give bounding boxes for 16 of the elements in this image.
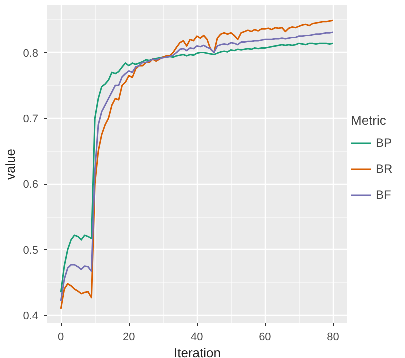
- x-tick-label: 20: [123, 332, 136, 344]
- x-tick-label: 60: [259, 332, 272, 344]
- y-tick-label: 0.4: [23, 310, 39, 323]
- y-tick-label: 0.7: [23, 114, 39, 126]
- legend-label: BF: [376, 188, 392, 202]
- x-axis-title: Iteration: [174, 346, 221, 358]
- y-tick-label: 0.8: [23, 48, 39, 60]
- y-tick-label: 0.6: [23, 179, 39, 192]
- legend-label: BP: [376, 136, 394, 150]
- legend-label: BR: [376, 162, 394, 176]
- y-axis-title: value: [3, 148, 18, 180]
- x-tick-label: 80: [327, 332, 340, 344]
- y-tick-label: 0.5: [23, 244, 39, 257]
- x-tick-label: 0: [58, 332, 64, 344]
- x-tick-label: 40: [191, 332, 204, 344]
- legend-title: Metric: [351, 113, 388, 128]
